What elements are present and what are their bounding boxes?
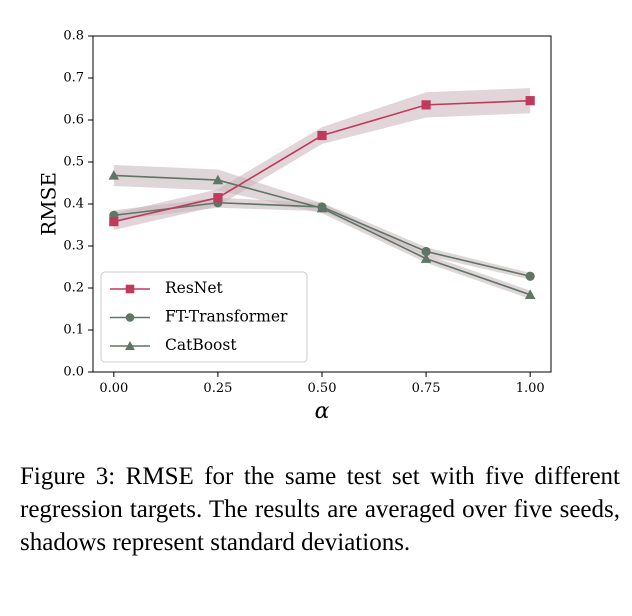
catboost-point	[108, 170, 120, 180]
catboost-point	[420, 253, 432, 263]
y-tick-label: 0.1	[63, 323, 84, 338]
y-tick-label: 0.4	[63, 197, 84, 212]
ft-transformer-point	[317, 202, 327, 212]
catboost-point	[212, 174, 224, 185]
x-tick-label: 0.25	[203, 381, 232, 396]
resnet-point	[213, 193, 223, 203]
catboost-point	[524, 289, 536, 299]
figure-caption: Figure 3: RMSE for the same test set wit…	[20, 463, 620, 556]
y-tick-label: 0.8	[63, 29, 84, 44]
resnet-point	[317, 130, 327, 141]
x-tick-label: 0.75	[412, 381, 441, 396]
x-axis-ticks: 0.00 0.25 0.50 0.75 1.00	[99, 372, 545, 396]
ft-transformer-std-band	[113, 197, 531, 280]
resnet-point	[525, 96, 535, 106]
ft-transformer-point	[421, 246, 431, 257]
y-tick-label: 0.7	[63, 71, 84, 86]
y-axis-ticks: 0.0 0.1 0.2 0.3 0.4 0.5 0.6 0.7 0.8	[63, 29, 93, 380]
std-bands	[113, 88, 531, 299]
resnet-point	[109, 217, 119, 227]
x-tick-label: 0.50	[308, 381, 337, 396]
legend: ResNet FT-Transformer CatBoost	[100, 271, 308, 363]
legend-marker-ft-transformer	[125, 313, 135, 322]
y-tick-label: 0.2	[63, 281, 84, 296]
series-markers	[108, 96, 536, 299]
y-tick-label: 0.5	[63, 155, 84, 170]
y-tick-label: 0.6	[63, 113, 84, 128]
catboost-std-band	[113, 164, 531, 299]
x-tick-label: 0.00	[99, 381, 128, 396]
legend-frame	[100, 271, 308, 363]
legend-marker-catboost	[125, 341, 135, 350]
ft-transformer-point	[525, 271, 535, 281]
resnet-point	[421, 100, 431, 110]
y-tick-label: 0.0	[63, 365, 84, 380]
y-axis-label: RMSE	[37, 172, 61, 236]
legend-label-catboost: CatBoost	[165, 336, 237, 354]
legend-label-ft-transformer: FT-Transformer	[165, 308, 288, 326]
legend-label-resnet: ResNet	[165, 279, 224, 297]
x-axis-label: α	[315, 399, 330, 424]
x-tick-label: 1.00	[516, 381, 545, 396]
legend-marker-resnet	[125, 284, 135, 294]
chart-figure: 0.0 0.1 0.2 0.3 0.4 0.5 0.6 0.7 0.8 0.00 0.25 0.50…	[37, 29, 552, 424]
y-tick-label: 0.3	[63, 239, 84, 254]
